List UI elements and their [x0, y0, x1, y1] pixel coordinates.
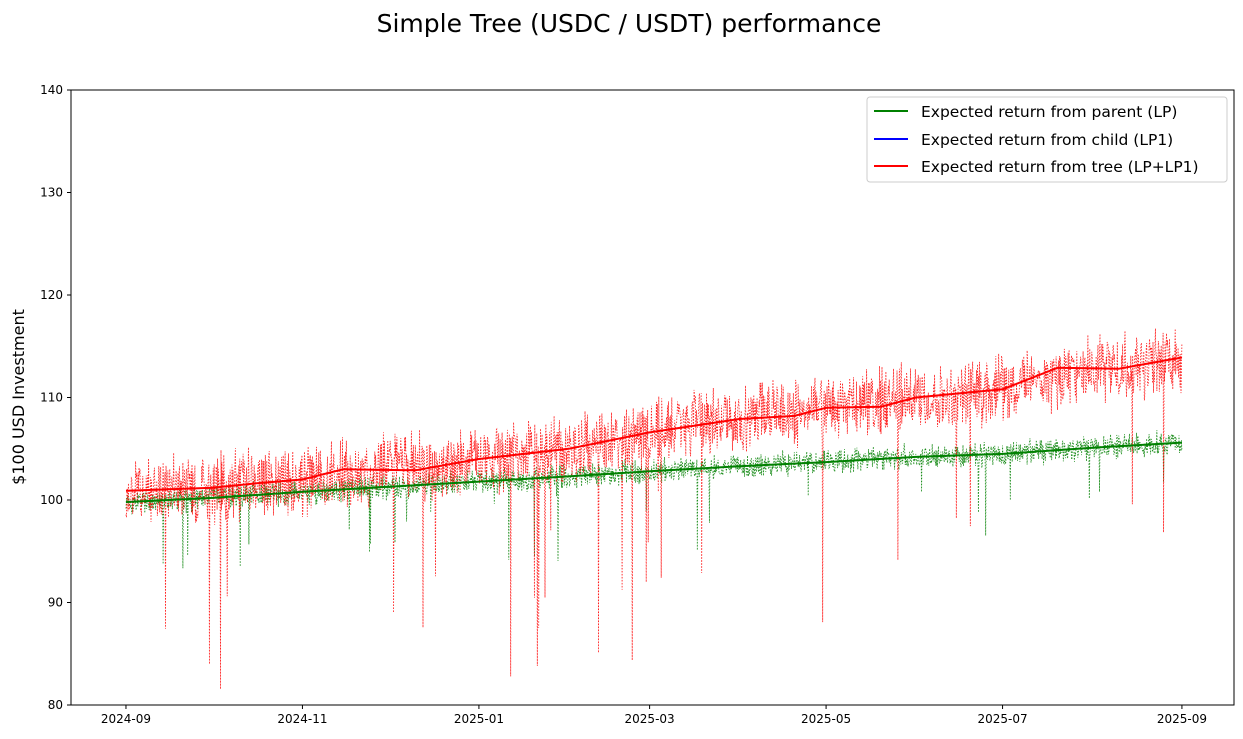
y-axis-label: $100 USD Investment — [9, 309, 28, 485]
legend: Expected return from parent (LP) Expecte… — [866, 96, 1228, 183]
y-tick-label: 80 — [48, 698, 63, 712]
y-tick-label: 120 — [40, 288, 63, 302]
x-tick-label: 2024-11 — [277, 712, 327, 726]
chart-title: Simple Tree (USDC / USDT) performance — [377, 9, 882, 38]
x-tick-label: 2025-01 — [454, 712, 504, 726]
legend-entry-child: Expected return from child (LP1) — [921, 131, 1173, 149]
y-tick-label: 110 — [40, 391, 63, 405]
x-axis: 2024-09 2024-11 2025-01 2025-03 2025-05 2025-… — [101, 705, 1207, 726]
plot-background — [71, 90, 1234, 705]
y-tick-label: 100 — [40, 493, 63, 507]
x-tick-label: 2025-09 — [1157, 712, 1207, 726]
plot-area — [70, 89, 1235, 706]
x-tick-label: 2024-09 — [101, 712, 151, 726]
legend-entry-tree: Expected return from tree (LP+LP1) — [921, 158, 1199, 176]
series-line-0 — [125, 441, 1182, 504]
legend-entry-parent: Expected return from parent (LP) — [921, 103, 1177, 121]
series-line-2 — [125, 356, 1183, 492]
series-daily-trace — [125, 430, 1183, 569]
y-tick-label: 90 — [48, 596, 63, 610]
y-tick-label: 130 — [40, 186, 63, 200]
series-layer — [125, 328, 1183, 690]
y-tick-label: 140 — [40, 83, 63, 97]
x-tick-label: 2025-05 — [801, 712, 851, 726]
x-tick-label: 2025-03 — [625, 712, 675, 726]
y-axis: 80 90 100 110 120 130 140 — [40, 83, 71, 712]
legend-box — [866, 96, 1228, 183]
x-tick-label: 2025-07 — [977, 712, 1027, 726]
